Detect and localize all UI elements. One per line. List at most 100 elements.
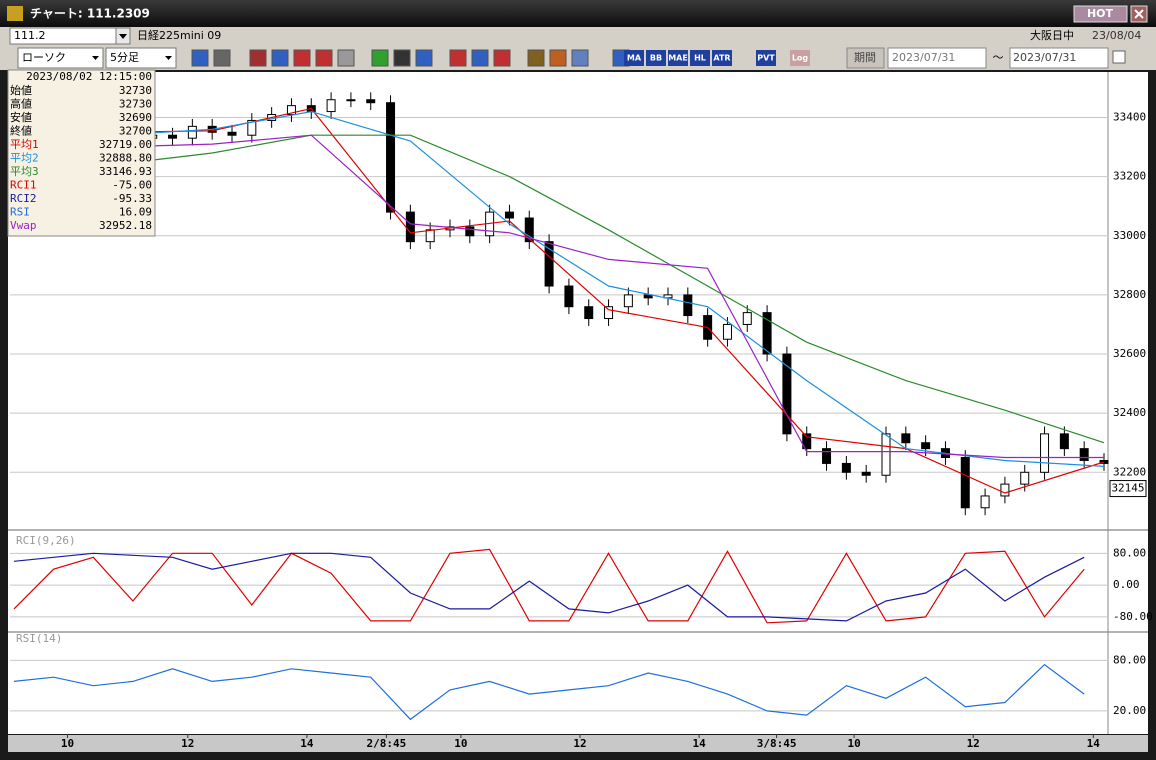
toolbar-icon[interactable] <box>393 49 411 67</box>
toolbar-icon[interactable] <box>493 49 511 67</box>
indicator-label[interactable]: MA <box>627 54 642 63</box>
symbol-code[interactable]: 111.2 <box>14 29 46 42</box>
candle-body <box>405 211 415 243</box>
candle-body <box>980 495 990 509</box>
indicator-label[interactable]: PVT <box>757 54 775 63</box>
current-price-tag <box>1109 480 1147 498</box>
period-label[interactable]: 期間 <box>854 51 876 64</box>
indicator-label[interactable]: Log <box>792 54 809 63</box>
current-price: 32145 <box>1111 482 1144 495</box>
indicator-button[interactable] <box>790 50 810 66</box>
y-tick-label: 32200 <box>1113 465 1146 478</box>
info-value: 32888.80 <box>99 152 152 165</box>
candle-body <box>247 119 257 136</box>
indicator-label[interactable]: HL <box>694 54 706 63</box>
candle-body <box>346 99 356 102</box>
window-title: チャート: 111.2309 <box>30 7 150 21</box>
date: 23/08/04 <box>1092 29 1141 42</box>
indicator-label[interactable]: BB <box>650 54 662 63</box>
checkbox[interactable] <box>1112 50 1126 64</box>
candle-body <box>227 131 237 136</box>
hot-label[interactable]: HOT <box>1087 7 1114 20</box>
candle-body <box>1079 448 1089 461</box>
y-tick-label: 32800 <box>1113 288 1146 301</box>
candle-body <box>722 323 732 340</box>
interval[interactable]: 5分足 <box>110 51 139 64</box>
info-value: 32730 <box>119 84 152 97</box>
to-date[interactable]: 2023/07/31 <box>1013 51 1076 64</box>
toolbar-icon[interactable] <box>337 49 355 67</box>
indicator-button[interactable] <box>668 50 688 66</box>
x-tick-label: 14 <box>1087 737 1101 750</box>
plot-area: 10 12 14 2/8:45 10 12 14 3/8:45 10 12 14 32200 32400… <box>9 92 1153 750</box>
pane-title: RCI(9,26) <box>16 534 76 547</box>
hot-button[interactable] <box>1073 5 1128 23</box>
candle-body <box>425 229 435 243</box>
to-date-input[interactable] <box>1009 47 1109 69</box>
candle-body <box>386 102 396 213</box>
toolbar-icon[interactable] <box>415 49 433 67</box>
toolbar-icon[interactable] <box>571 49 589 67</box>
indicator-button[interactable] <box>690 50 710 66</box>
pane-title: RSI(14) <box>16 632 62 645</box>
toolbar-icon[interactable] <box>293 49 311 67</box>
chart-style[interactable]: ローソク <box>22 51 66 64</box>
info-value: 32719.00 <box>99 138 152 151</box>
x-axis-bar <box>8 735 1148 752</box>
dropdown-arrow <box>119 34 127 39</box>
toolbar-icon[interactable] <box>371 49 389 67</box>
toolbar-icon[interactable] <box>549 49 567 67</box>
toolbar-icon[interactable] <box>191 49 209 67</box>
candle-body <box>366 99 376 104</box>
y-tick-label: 20.00 <box>1113 704 1146 717</box>
market-status: 大阪日中 <box>1030 28 1074 42</box>
x-tick-label: 14 <box>300 737 314 750</box>
from-date-input[interactable] <box>887 47 987 69</box>
indicator-button[interactable] <box>624 50 644 66</box>
indicator-label[interactable]: MAE <box>668 54 688 63</box>
toolbar-icon[interactable] <box>271 49 289 67</box>
info-label: 始値 <box>10 83 32 97</box>
candle-body <box>782 353 792 435</box>
x-tick-label: 12 <box>573 737 586 750</box>
info-value: 33146.93 <box>99 165 152 178</box>
x-tick-label: 12 <box>181 737 194 750</box>
toolbar-icon[interactable] <box>449 49 467 67</box>
candle-body <box>1000 483 1010 497</box>
candle-body <box>286 105 296 116</box>
toolbar-icon[interactable] <box>471 49 489 67</box>
y-tick-label: 0.00 <box>1113 578 1140 591</box>
toolbar-icon[interactable] <box>527 49 545 67</box>
y-tick-label: -80.00 <box>1113 610 1153 623</box>
indicator-button[interactable] <box>756 50 776 66</box>
x-tick-label: 10 <box>454 737 467 750</box>
symbol-name: 日経225mini 09 <box>137 29 221 42</box>
info-value: 16.09 <box>119 206 152 219</box>
candle-body <box>524 217 534 243</box>
toolbar-icon[interactable] <box>213 49 231 67</box>
toolbar-icon[interactable] <box>315 49 333 67</box>
candle-body <box>465 226 475 237</box>
interval-select[interactable] <box>105 47 177 69</box>
period-button[interactable] <box>846 47 885 69</box>
y-tick-label: 32400 <box>1113 406 1146 419</box>
x-tick-label: 3/8:45 <box>757 737 797 750</box>
candle-body <box>683 294 693 317</box>
chart-style-select[interactable] <box>17 47 104 69</box>
candle-body <box>960 457 970 509</box>
info-label: Vwap <box>10 219 37 232</box>
y-tick-label: 33400 <box>1113 110 1146 123</box>
x-tick-label: 14 <box>692 737 706 750</box>
toolbar-icon[interactable] <box>249 49 267 67</box>
y-tick-label: 80.00 <box>1113 653 1146 666</box>
info-value: 32730 <box>119 98 152 111</box>
from-date[interactable]: 2023/07/31 <box>892 51 955 64</box>
candle-body <box>762 312 772 355</box>
indicator-button[interactable] <box>646 50 666 66</box>
indicator-button[interactable] <box>712 50 732 66</box>
candle-body <box>326 99 336 113</box>
info-label: RCI2 <box>10 192 37 205</box>
y-tick-label: 80.00 <box>1113 546 1146 559</box>
indicator-label[interactable]: ATR <box>713 54 730 63</box>
